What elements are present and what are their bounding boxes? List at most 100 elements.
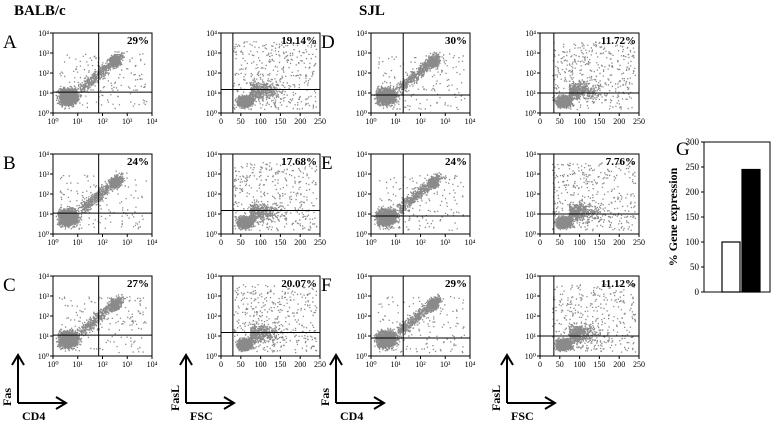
y-tick-label: 200 xyxy=(686,187,700,197)
y-tick-label: 10⁰ xyxy=(38,352,49,361)
y-tick-label: 10¹ xyxy=(39,89,50,98)
y-tick-label: 10² xyxy=(39,312,50,321)
y-tick-label: 10³ xyxy=(526,49,537,58)
x-tick-label: 10⁰ xyxy=(47,238,58,247)
bar-1 xyxy=(721,241,741,293)
axis-label-cd4-left: CD4 xyxy=(22,409,45,423)
gate-percentage-label: 7.76% xyxy=(606,156,636,168)
y-tick-label: 10³ xyxy=(526,170,537,179)
scatter-points xyxy=(233,41,318,111)
y-tick-label: 10⁰ xyxy=(525,109,536,118)
gate-percentage-label: 27% xyxy=(127,278,149,290)
x-tick-label: 0 xyxy=(538,360,542,369)
flow-panel-A-fsc: 10⁰ 10¹ 10² 10³ 10⁴ 0 50 100 150 200 250 19.14% xyxy=(206,29,326,126)
axis-label-cd4-right: CD4 xyxy=(340,409,363,423)
x-tick-label: 150 xyxy=(274,238,286,247)
scatter-cloud xyxy=(55,170,147,230)
scatter-points xyxy=(55,294,147,354)
y-tick-label: 10² xyxy=(39,69,50,78)
scatter-cloud xyxy=(233,41,318,111)
x-tick-label: 250 xyxy=(633,117,645,126)
scatter-cloud xyxy=(55,294,147,354)
y-tick-label: 10³ xyxy=(39,49,50,58)
x-tick-label: 10⁴ xyxy=(147,117,158,126)
fas-cd4-axis-arrows-left xyxy=(11,353,236,410)
x-tick-label: 10¹ xyxy=(391,117,402,126)
flow-panel-E-fsc: 10⁰ 10¹ 10² 10³ 10⁴ 0 50 100 150 200 250 7.76% xyxy=(525,150,645,247)
y-tick-label: 10⁴ xyxy=(206,150,217,159)
y-tick-label: 10⁴ xyxy=(525,272,536,281)
y-tick-label: 10¹ xyxy=(526,89,537,98)
x-tick-label: 10⁰ xyxy=(365,360,376,369)
x-tick-label: 150 xyxy=(593,360,605,369)
plots-layer: 10⁰ 10¹ 10² 10³ 10⁴ 10⁰ 10¹ 10² 10³ 10⁴ 29% A 10⁰ 10¹… xyxy=(3,29,771,369)
panel-letter-A: A xyxy=(3,32,17,53)
axis-label-fas-left: Fas xyxy=(0,388,14,406)
x-tick-label: 10¹ xyxy=(73,360,84,369)
x-tick-label: 10⁴ xyxy=(465,360,476,369)
y-tick-label: 10⁴ xyxy=(525,150,536,159)
y-tick-label: 10² xyxy=(207,190,218,199)
y-tick-label: 10² xyxy=(526,190,537,199)
y-tick-label: 10³ xyxy=(207,49,218,58)
y-tick-label: 300 xyxy=(686,137,700,147)
y-tick-label: 10² xyxy=(526,312,537,321)
scatter-cloud xyxy=(552,162,637,232)
y-tick-label: 10⁴ xyxy=(525,29,536,38)
panel-letter-C: C xyxy=(3,275,16,296)
gate-percentage-label: 17.68% xyxy=(281,156,317,168)
flow-panel-C-cd4: 10⁰ 10¹ 10² 10³ 10⁴ 10⁰ 10¹ 10² 10³ 10⁴ 27% C xyxy=(3,272,158,369)
axis-label-fsc-left: FSC xyxy=(190,409,213,423)
x-tick-label: 150 xyxy=(274,360,286,369)
x-tick-label: 0 xyxy=(219,360,223,369)
bar-2 xyxy=(741,168,761,293)
x-tick-label: 10³ xyxy=(122,360,133,369)
bar-chart-y-axis-label: % Gene expression xyxy=(666,167,680,266)
y-tick-label: 10² xyxy=(357,190,368,199)
x-tick-label: 250 xyxy=(314,117,326,126)
y-tick-label: 10³ xyxy=(39,292,50,301)
y-tick-label: 10¹ xyxy=(39,210,50,219)
flow-panel-B-cd4: 10⁰ 10¹ 10² 10³ 10⁴ 10⁰ 10¹ 10² 10³ 10⁴ 24% B xyxy=(3,150,158,247)
y-tick-label: 10¹ xyxy=(357,210,368,219)
y-tick-label: 10³ xyxy=(207,292,218,301)
x-tick-label: 10⁰ xyxy=(47,117,58,126)
x-tick-label: 10⁴ xyxy=(147,238,158,247)
x-tick-label: 200 xyxy=(294,360,306,369)
x-tick-label: 10¹ xyxy=(73,238,84,247)
scatter-cloud xyxy=(373,51,466,111)
gate-percentage-label: 19.14% xyxy=(281,35,317,47)
y-tick-label: 10⁰ xyxy=(525,352,536,361)
y-tick-label: 10³ xyxy=(526,292,537,301)
scatter-cloud xyxy=(373,293,465,354)
scatter-points xyxy=(55,51,148,110)
y-tick-label: 10⁰ xyxy=(356,352,367,361)
x-tick-label: 10⁰ xyxy=(365,117,376,126)
x-tick-label: 200 xyxy=(613,360,625,369)
x-tick-label: 200 xyxy=(294,117,306,126)
panel-letter-D: D xyxy=(321,32,335,53)
x-tick-label: 10³ xyxy=(122,238,133,247)
y-tick-label: 10⁰ xyxy=(206,109,217,118)
x-tick-label: 10⁴ xyxy=(465,238,476,247)
x-tick-label: 10³ xyxy=(440,238,451,247)
fas-cd4-axis-arrows-right xyxy=(329,353,557,410)
scatter-points xyxy=(233,162,318,232)
gate-percentage-label: 11.12% xyxy=(601,278,636,290)
y-tick-label: 10³ xyxy=(39,170,50,179)
y-tick-label: 100 xyxy=(686,237,700,247)
x-tick-label: 10⁰ xyxy=(365,238,376,247)
x-tick-label: 200 xyxy=(613,238,625,247)
y-tick-label: 10² xyxy=(357,312,368,321)
flow-panel-F-cd4: 10⁰ 10¹ 10² 10³ 10⁴ 10⁰ 10¹ 10² 10³ 10⁴ 29% F xyxy=(321,272,476,369)
x-tick-label: 10³ xyxy=(122,117,133,126)
x-tick-label: 100 xyxy=(574,360,586,369)
y-tick-label: 10³ xyxy=(357,292,368,301)
gate-percentage-label: 24% xyxy=(445,156,467,168)
y-tick-label: 10¹ xyxy=(357,89,368,98)
scatter-cloud xyxy=(233,284,318,354)
y-tick-label: 10¹ xyxy=(207,210,218,219)
y-tick-label: 10² xyxy=(526,69,537,78)
y-tick-label: 10⁰ xyxy=(356,230,367,239)
x-tick-label: 10⁰ xyxy=(47,360,58,369)
